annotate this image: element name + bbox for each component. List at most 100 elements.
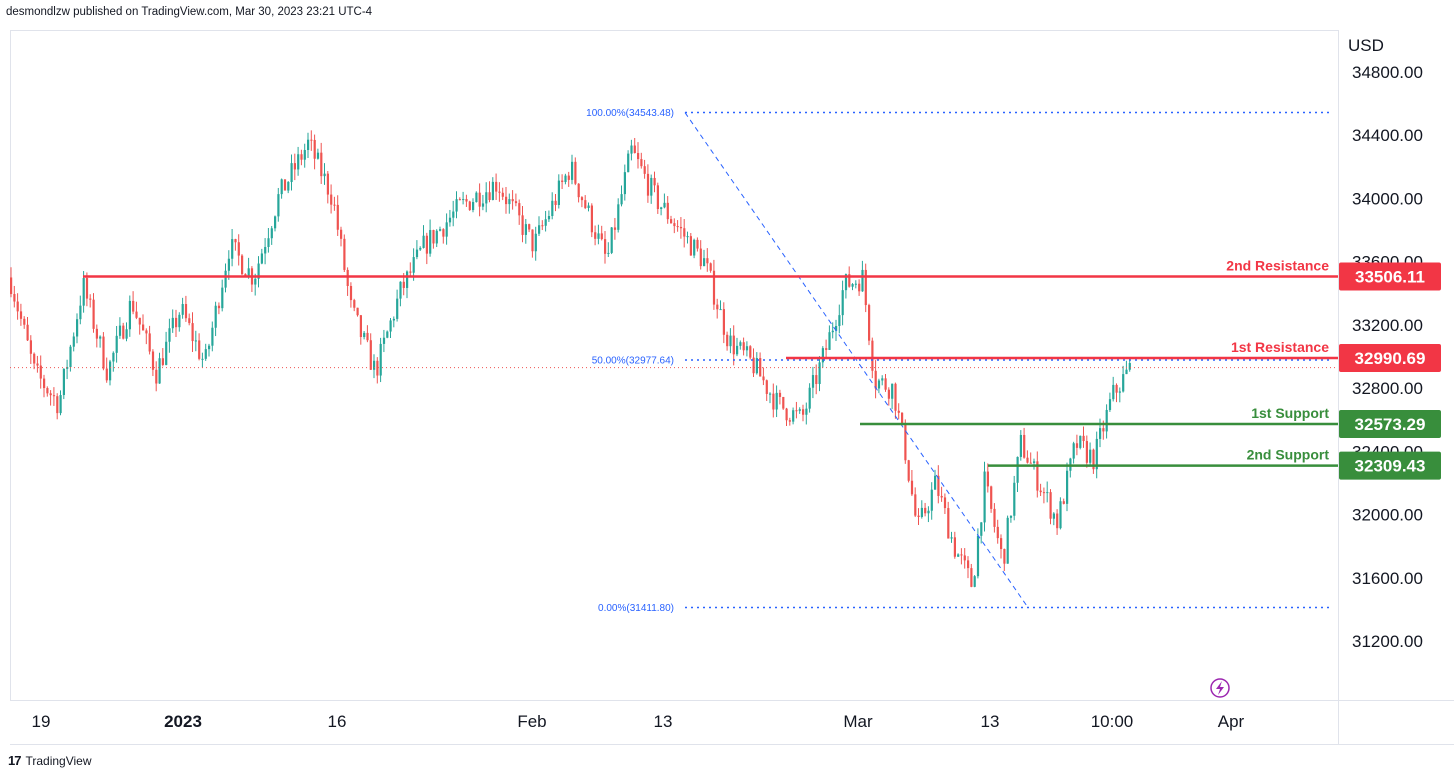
candle-body — [168, 328, 171, 342]
time-axis-separator — [10, 700, 1454, 701]
candle-body — [481, 203, 485, 207]
candle-body — [924, 507, 927, 514]
candle-body — [66, 367, 69, 369]
candle-body — [630, 145, 633, 154]
candle-body — [967, 560, 970, 569]
candle-body — [290, 163, 293, 183]
candle-body — [201, 358, 204, 360]
candle-body — [349, 285, 353, 301]
candle-body — [128, 300, 131, 330]
candle-body — [300, 154, 303, 160]
candle-body — [415, 249, 419, 258]
tradingview-logo-icon: 17 — [8, 753, 22, 768]
candle-body — [637, 153, 640, 160]
candle-body — [10, 277, 13, 295]
candle-body — [646, 173, 650, 196]
candle-body — [1072, 443, 1075, 459]
candle-body — [29, 340, 32, 354]
candle-body — [551, 200, 554, 217]
candle-body — [699, 248, 702, 267]
candle-body — [653, 177, 656, 186]
candle-body — [947, 508, 950, 539]
candle-body — [818, 362, 821, 384]
candle-body — [1013, 482, 1016, 516]
candle-body — [82, 278, 85, 306]
candle-body — [485, 192, 488, 204]
candle-body — [584, 200, 587, 208]
candle-body — [881, 378, 884, 381]
candle-body — [643, 166, 646, 174]
candle-body — [815, 375, 818, 384]
candle-body — [432, 230, 435, 244]
candle-body — [1079, 435, 1082, 448]
candle-body — [316, 152, 320, 159]
candle-body — [293, 163, 296, 170]
candle-body — [297, 154, 300, 170]
candle-body — [323, 173, 326, 177]
candle-body — [778, 392, 782, 397]
candle-body — [478, 192, 481, 207]
candle-body — [894, 383, 897, 411]
candle-body — [1089, 449, 1092, 463]
candle-body — [564, 175, 567, 182]
candle-body — [600, 233, 603, 240]
candle-body — [36, 363, 39, 366]
candle-body — [719, 309, 722, 311]
candle-body — [732, 335, 735, 355]
candle-body — [1062, 501, 1065, 504]
candle-body — [627, 153, 630, 173]
candle-body — [1052, 513, 1055, 519]
candle-body — [686, 236, 689, 238]
candle-body — [1066, 470, 1069, 504]
candle-body — [283, 179, 287, 191]
candle-body — [13, 294, 16, 302]
candle-body — [26, 324, 29, 341]
candle-body — [1095, 438, 1098, 470]
candle-body — [330, 194, 333, 205]
candle-body — [524, 224, 527, 235]
fib-trend-line — [684, 112, 1029, 608]
candle-body — [1036, 461, 1039, 491]
candle-body — [165, 341, 168, 365]
candle-body — [574, 161, 577, 184]
candle-body — [109, 361, 112, 381]
candle-body — [580, 197, 584, 201]
price-tick-label: 31600.00 — [1352, 569, 1423, 588]
candle-body — [99, 336, 102, 339]
candle-body — [590, 205, 593, 233]
candle-body — [861, 269, 864, 292]
candle-body — [650, 177, 653, 196]
candle-body — [231, 239, 234, 259]
candle-body — [607, 252, 610, 254]
candle-body — [458, 199, 461, 201]
candle-body — [59, 395, 62, 414]
candle-body — [891, 383, 894, 399]
candle-body — [1033, 461, 1036, 463]
candle-body — [821, 348, 824, 363]
candle-body — [115, 335, 118, 353]
candle-body — [953, 537, 956, 557]
candle-body — [19, 311, 23, 319]
publisher-header: desmondlzw published on TradingView.com,… — [6, 6, 373, 18]
candle-body — [435, 230, 438, 244]
candle-body — [270, 228, 273, 239]
candle-body — [237, 242, 240, 256]
price-tick-label: 34000.00 — [1352, 189, 1423, 208]
candle-body — [897, 410, 900, 413]
candle-body — [353, 300, 356, 308]
candle-body — [914, 494, 917, 516]
candle-body — [62, 368, 65, 396]
candle-body — [376, 360, 379, 376]
lightning-icon[interactable] — [1210, 678, 1230, 698]
candle-body — [1049, 492, 1052, 519]
candle-body — [1115, 384, 1118, 393]
candle-body — [221, 287, 224, 309]
tradingview-footer[interactable]: 17 TradingView — [8, 753, 92, 768]
candle-body — [1019, 434, 1022, 457]
candle-body — [884, 378, 887, 390]
candle-body — [442, 229, 445, 237]
candle-body — [544, 219, 547, 226]
candle-body — [468, 201, 471, 211]
candle-body — [366, 332, 369, 341]
